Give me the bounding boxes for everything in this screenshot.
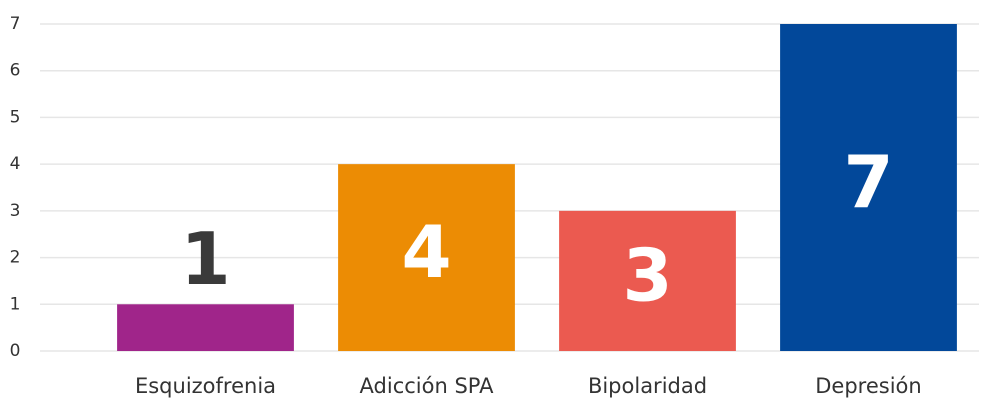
bar xyxy=(338,164,515,351)
x-tick-label: Depresión xyxy=(815,374,921,398)
y-tick-label: 6 xyxy=(10,61,21,81)
x-tick-label: Esquizofrenia xyxy=(135,374,276,398)
bar xyxy=(780,24,957,351)
data-label: 4 xyxy=(401,210,451,294)
y-tick-label: 5 xyxy=(10,107,21,127)
data-label: 3 xyxy=(622,233,672,317)
bar xyxy=(559,210,736,351)
y-tick-label: 4 xyxy=(10,154,21,174)
x-tick-label: Bipolaridad xyxy=(588,374,707,398)
data-label: 1 xyxy=(180,217,230,301)
data-label: 7 xyxy=(843,140,893,224)
y-tick-label: 3 xyxy=(10,201,21,221)
y-tick-label: 1 xyxy=(10,294,21,314)
bar xyxy=(117,304,294,351)
y-tick-label: 2 xyxy=(10,248,21,268)
x-tick-label: Adicción SPA xyxy=(360,374,495,398)
y-tick-label: 0 xyxy=(10,341,21,361)
y-tick-label: 7 xyxy=(10,14,21,34)
